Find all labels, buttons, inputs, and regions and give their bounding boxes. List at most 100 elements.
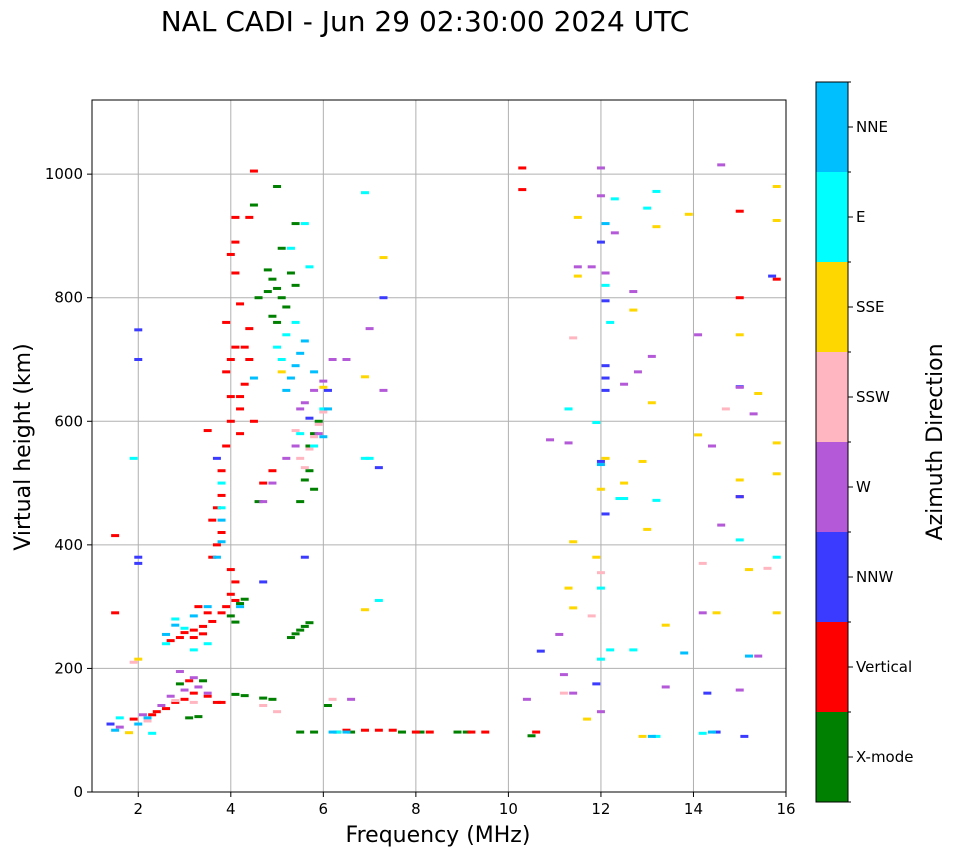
data-point xyxy=(652,189,661,193)
x-tick-label: 8 xyxy=(411,800,421,818)
data-point xyxy=(268,277,277,281)
data-point xyxy=(231,240,240,244)
data-point xyxy=(212,700,221,704)
data-point xyxy=(180,626,189,630)
data-point xyxy=(189,636,198,640)
data-point xyxy=(633,370,642,374)
data-point xyxy=(643,527,652,531)
data-point xyxy=(305,469,314,473)
data-point xyxy=(259,500,268,504)
data-point xyxy=(647,734,656,738)
data-point xyxy=(296,628,305,632)
data-point xyxy=(374,728,383,732)
x-tick-label: 2 xyxy=(133,800,143,818)
data-point xyxy=(712,730,721,734)
data-point xyxy=(259,704,268,707)
colorbar-segment xyxy=(816,352,848,442)
data-point xyxy=(592,555,601,559)
data-point xyxy=(323,704,332,707)
data-point xyxy=(573,265,582,269)
data-point xyxy=(772,472,781,476)
data-point xyxy=(254,296,263,300)
data-point xyxy=(148,713,157,717)
data-point xyxy=(596,166,605,170)
data-point xyxy=(592,421,601,425)
data-point xyxy=(319,410,328,414)
data-point xyxy=(772,441,781,445)
data-point xyxy=(735,296,744,300)
data-point xyxy=(323,407,332,411)
data-point xyxy=(735,209,744,213)
data-point xyxy=(379,256,388,260)
data-point xyxy=(189,648,198,652)
data-point xyxy=(189,676,198,680)
data-point xyxy=(217,506,226,510)
data-point xyxy=(236,602,245,606)
data-point xyxy=(305,416,314,420)
data-point xyxy=(217,469,226,473)
data-point xyxy=(328,358,337,361)
data-point xyxy=(735,688,744,692)
data-point xyxy=(245,358,254,361)
data-point xyxy=(240,382,249,386)
data-point xyxy=(333,730,342,734)
data-point xyxy=(212,506,221,510)
x-tick-label: 4 xyxy=(226,800,236,818)
y-tick-label: 600 xyxy=(54,412,83,430)
data-point xyxy=(300,555,309,559)
plot-frame xyxy=(91,99,787,793)
data-point xyxy=(203,694,212,698)
data-point xyxy=(240,597,249,601)
series-x-mode xyxy=(175,185,536,738)
data-point xyxy=(259,580,268,584)
data-point xyxy=(610,197,619,201)
data-point xyxy=(240,345,249,349)
data-point xyxy=(231,692,240,696)
data-point xyxy=(189,614,198,618)
data-point xyxy=(652,498,661,502)
data-point xyxy=(208,619,217,623)
data-point xyxy=(661,685,670,689)
data-point xyxy=(208,518,217,522)
colorbar-tick-label: E xyxy=(856,208,865,226)
data-point xyxy=(379,388,388,392)
data-point xyxy=(518,166,527,170)
data-point xyxy=(768,274,777,278)
data-point xyxy=(569,336,578,340)
data-point xyxy=(162,642,171,646)
data-point xyxy=(226,252,235,256)
data-point xyxy=(138,713,147,717)
colorbar-segment xyxy=(816,532,848,622)
data-point xyxy=(226,419,235,423)
data-point xyxy=(296,432,305,436)
colorbar-tick-label: NNE xyxy=(856,118,888,136)
data-point xyxy=(199,632,208,636)
data-point xyxy=(134,657,143,661)
data-point xyxy=(249,419,258,423)
data-point xyxy=(162,707,171,711)
data-point xyxy=(300,624,309,628)
data-point xyxy=(564,586,573,590)
data-point xyxy=(185,679,194,683)
data-point xyxy=(125,731,134,735)
y-axis-label: Virtual height (km) xyxy=(11,343,36,550)
data-point xyxy=(620,382,629,386)
data-point xyxy=(754,391,763,395)
data-point xyxy=(601,376,610,380)
data-point xyxy=(559,691,568,695)
y-tick-label: 0 xyxy=(73,783,83,801)
data-point xyxy=(129,660,138,664)
data-point xyxy=(703,691,712,695)
data-point xyxy=(166,639,175,643)
data-point xyxy=(365,456,374,460)
data-point xyxy=(601,388,610,392)
data-point xyxy=(601,299,610,303)
data-point xyxy=(115,716,124,720)
data-point xyxy=(661,623,670,627)
data-point xyxy=(772,555,781,559)
data-point xyxy=(249,203,258,207)
data-point xyxy=(638,459,647,463)
data-point xyxy=(268,469,277,473)
data-point xyxy=(212,456,221,460)
data-point xyxy=(518,188,527,192)
